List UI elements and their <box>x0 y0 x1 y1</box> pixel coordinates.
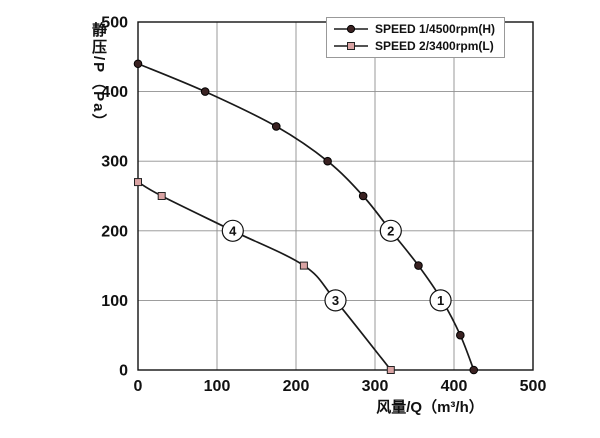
legend-symbol-speed1 <box>334 24 368 34</box>
x-tick-label: 200 <box>283 378 310 395</box>
x-tick-label: 100 <box>204 378 231 395</box>
y-tick-label: 500 <box>101 15 128 32</box>
data-point-marker <box>469 365 479 375</box>
data-point-marker <box>271 122 281 131</box>
x-tick-label: 400 <box>441 378 468 395</box>
x-tick-label: 300 <box>362 378 389 395</box>
plot-border <box>137 21 534 371</box>
series-line-speed1 <box>137 62 475 371</box>
curve-number-circle <box>429 289 452 312</box>
x-tick-label: 500 <box>520 378 547 395</box>
data-point-marker <box>456 330 465 340</box>
curve-number-circle <box>324 289 347 312</box>
y-tick-label: 100 <box>101 293 128 310</box>
legend-symbol-speed2 <box>334 42 368 50</box>
y-tick-label: 300 <box>101 154 128 171</box>
legend-item-speed1: SPEED 1/4500rpm(H) <box>333 22 495 36</box>
y-tick-label: 400 <box>101 84 128 101</box>
x-tick-label: 0 <box>134 378 143 395</box>
data-point-marker <box>358 191 368 201</box>
x-axis-title: 风量/Q（m³/h） <box>376 399 484 416</box>
legend-square-marker-icon <box>347 42 355 50</box>
y-tick-label: 200 <box>101 223 128 240</box>
series-line-speed2 <box>137 181 392 371</box>
curve-number-label: 1 <box>437 293 444 308</box>
curve-number-circle <box>221 219 244 242</box>
data-point-marker <box>386 366 395 374</box>
legend: SPEED 1/4500rpm(H) SPEED 2/3400rpm(L) <box>326 17 506 58</box>
curve-number-label: 2 <box>387 223 394 238</box>
legend-label-speed1: SPEED 1/4500rpm(H) <box>375 22 496 36</box>
curve-number-circle <box>379 219 402 242</box>
curve-number-label: 4 <box>229 223 237 238</box>
data-point-marker <box>200 87 210 96</box>
legend-label-speed2: SPEED 2/3400rpm(L) <box>375 39 494 53</box>
data-point-marker <box>133 59 143 69</box>
data-point-marker <box>323 156 332 166</box>
data-point-marker <box>299 261 308 270</box>
legend-item-speed2: SPEED 2/3400rpm(L) <box>333 39 495 53</box>
data-point-marker <box>157 192 166 200</box>
curve-number-label: 3 <box>332 293 339 308</box>
y-tick-label: 0 <box>119 363 128 380</box>
data-point-marker <box>134 178 142 187</box>
data-point-marker <box>414 261 423 270</box>
legend-circle-marker-icon <box>346 24 356 34</box>
y-axis-title: 静压/P（Pa） <box>90 22 107 131</box>
